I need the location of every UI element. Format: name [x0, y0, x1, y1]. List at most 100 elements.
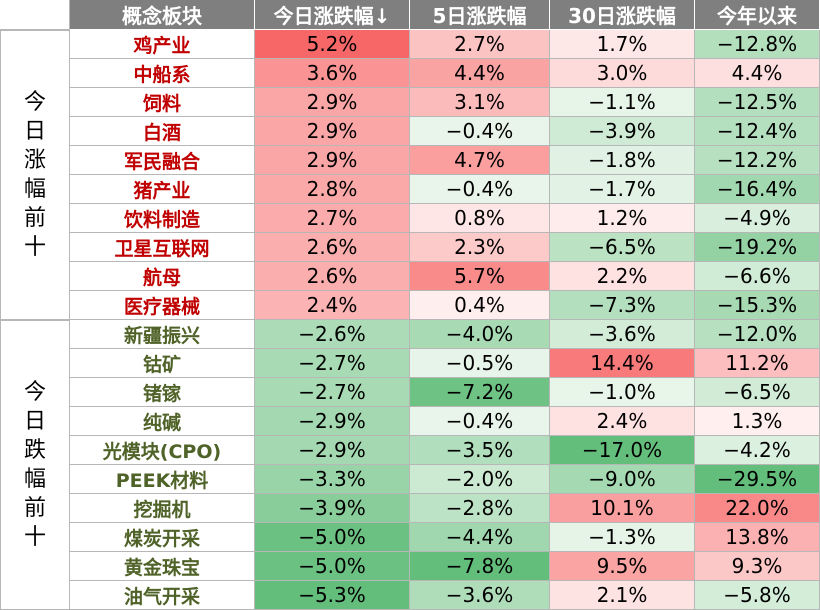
row-name: 挖掘机	[70, 494, 255, 523]
value-cell: −5.0%	[255, 523, 410, 552]
column-header: 概念板块	[70, 0, 255, 30]
value-cell: −1.8%	[550, 146, 695, 175]
value-cell: −3.9%	[255, 494, 410, 523]
value-cell: 3.1%	[410, 88, 550, 117]
row-name: 钴矿	[70, 349, 255, 378]
value-cell: −12.5%	[695, 88, 820, 117]
value-cell: 5.2%	[255, 30, 410, 59]
value-cell: −19.2%	[695, 233, 820, 262]
value-cell: −1.3%	[550, 523, 695, 552]
value-cell: −0.4%	[410, 117, 550, 146]
value-cell: −2.9%	[255, 407, 410, 436]
value-cell: −4.9%	[695, 204, 820, 233]
value-cell: 2.9%	[255, 117, 410, 146]
value-cell: 9.5%	[550, 552, 695, 581]
value-cell: −2.7%	[255, 378, 410, 407]
value-cell: −0.4%	[410, 175, 550, 204]
row-name: 油气开采	[70, 581, 255, 610]
value-cell: −12.4%	[695, 117, 820, 146]
value-cell: −7.3%	[550, 291, 695, 320]
row-name: 锗镓	[70, 378, 255, 407]
value-cell: −0.4%	[410, 407, 550, 436]
row-name: 医疗器械	[70, 291, 255, 320]
value-cell: 0.4%	[410, 291, 550, 320]
group-label: 今日涨幅前十	[0, 30, 70, 320]
value-cell: −3.6%	[550, 320, 695, 349]
row-name: 纯碱	[70, 407, 255, 436]
value-cell: −1.7%	[550, 175, 695, 204]
value-cell: 2.9%	[255, 88, 410, 117]
value-cell: −4.4%	[410, 523, 550, 552]
value-cell: 10.1%	[550, 494, 695, 523]
value-cell: −17.0%	[550, 436, 695, 465]
value-cell: 4.4%	[410, 59, 550, 88]
column-header: 今日涨跌幅↓	[255, 0, 410, 30]
row-name: 航母	[70, 262, 255, 291]
value-cell: −2.8%	[410, 494, 550, 523]
row-name: 黄金珠宝	[70, 552, 255, 581]
value-cell: 2.7%	[255, 204, 410, 233]
column-header: 今年以来	[695, 0, 820, 30]
row-name: 白酒	[70, 117, 255, 146]
value-cell: −6.5%	[695, 378, 820, 407]
value-cell: 2.3%	[410, 233, 550, 262]
value-cell: −12.0%	[695, 320, 820, 349]
value-cell: −0.5%	[410, 349, 550, 378]
value-cell: −2.7%	[255, 349, 410, 378]
row-name: 饲料	[70, 88, 255, 117]
value-cell: −1.1%	[550, 88, 695, 117]
value-cell: 0.8%	[410, 204, 550, 233]
value-cell: −2.9%	[255, 436, 410, 465]
value-cell: 1.2%	[550, 204, 695, 233]
row-name: 鸡产业	[70, 30, 255, 59]
row-name: 煤炭开采	[70, 523, 255, 552]
header-blank	[0, 0, 70, 30]
column-header: 30日涨跌幅	[550, 0, 695, 30]
value-cell: −3.3%	[255, 465, 410, 494]
row-name: 中船系	[70, 59, 255, 88]
value-cell: −4.2%	[695, 436, 820, 465]
value-cell: 3.0%	[550, 59, 695, 88]
group-label: 今日跌幅前十	[0, 320, 70, 610]
value-cell: −7.2%	[410, 378, 550, 407]
row-name: 猪产业	[70, 175, 255, 204]
value-cell: −3.6%	[410, 581, 550, 610]
value-cell: −5.8%	[695, 581, 820, 610]
value-cell: −5.3%	[255, 581, 410, 610]
value-cell: 2.4%	[550, 407, 695, 436]
column-header: 5日涨跌幅	[410, 0, 550, 30]
value-cell: 2.7%	[410, 30, 550, 59]
value-cell: 2.6%	[255, 262, 410, 291]
value-cell: −7.8%	[410, 552, 550, 581]
value-cell: 4.4%	[695, 59, 820, 88]
value-cell: −9.0%	[550, 465, 695, 494]
row-name: 卫星互联网	[70, 233, 255, 262]
value-cell: −6.6%	[695, 262, 820, 291]
value-cell: −4.0%	[410, 320, 550, 349]
value-cell: −5.0%	[255, 552, 410, 581]
value-cell: −3.5%	[410, 436, 550, 465]
value-cell: −12.8%	[695, 30, 820, 59]
value-cell: 1.3%	[695, 407, 820, 436]
value-cell: 2.6%	[255, 233, 410, 262]
value-cell: 13.8%	[695, 523, 820, 552]
value-cell: 4.7%	[410, 146, 550, 175]
row-name: 新疆振兴	[70, 320, 255, 349]
row-name: PEEK材料	[70, 465, 255, 494]
value-cell: 14.4%	[550, 349, 695, 378]
value-cell: 2.8%	[255, 175, 410, 204]
value-cell: −2.6%	[255, 320, 410, 349]
value-cell: 2.4%	[255, 291, 410, 320]
value-cell: −29.5%	[695, 465, 820, 494]
row-name: 军民融合	[70, 146, 255, 175]
value-cell: 5.7%	[410, 262, 550, 291]
value-cell: −3.9%	[550, 117, 695, 146]
row-name: 饮料制造	[70, 204, 255, 233]
value-cell: 1.7%	[550, 30, 695, 59]
value-cell: −15.3%	[695, 291, 820, 320]
value-cell: 3.6%	[255, 59, 410, 88]
value-cell: 2.2%	[550, 262, 695, 291]
value-cell: −12.2%	[695, 146, 820, 175]
row-name: 光模块(CPO)	[70, 436, 255, 465]
